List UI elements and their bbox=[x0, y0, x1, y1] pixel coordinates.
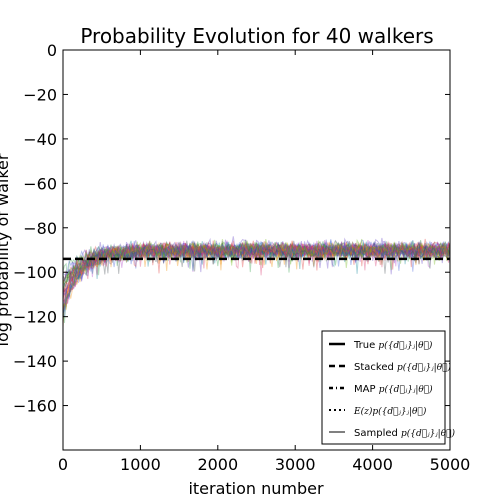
x-axis-label: iteration number bbox=[188, 479, 324, 498]
y-tick-label: −120 bbox=[13, 308, 57, 327]
walker-trace bbox=[63, 240, 450, 296]
legend-math: p({d⃗ⱼ}ⱼ|θ⃗) bbox=[401, 428, 455, 439]
y-tick-label: −40 bbox=[23, 130, 57, 149]
walker-trace bbox=[63, 242, 450, 285]
walker-trace bbox=[63, 241, 450, 319]
walker-trace bbox=[63, 242, 450, 280]
legend: True p({d⃗ⱼ}ⱼ|θ⃗)Stacked p({d⃗ⱼ}ⱼ|θ⃗)MAP… bbox=[321, 330, 456, 445]
walker-trace bbox=[63, 240, 450, 283]
walker-trace bbox=[63, 242, 450, 300]
y-tick-label: −140 bbox=[13, 352, 57, 371]
x-tick-label: 4000 bbox=[352, 455, 393, 474]
walker-trace bbox=[63, 240, 450, 318]
walker-trace bbox=[63, 242, 450, 314]
legend-entry: Stacked p({d⃗ⱼ}ⱼ|θ⃗) bbox=[354, 362, 452, 373]
walker-trace bbox=[63, 242, 450, 309]
x-tick-label: 3000 bbox=[275, 455, 316, 474]
legend-entry: True p({d⃗ⱼ}ⱼ|θ⃗) bbox=[353, 340, 433, 351]
legend-label: Stacked bbox=[354, 362, 397, 373]
walker-trace bbox=[63, 240, 450, 286]
legend-label: True bbox=[353, 340, 378, 351]
walker-trace bbox=[63, 241, 450, 309]
y-tick-label: −160 bbox=[13, 397, 57, 416]
y-tick-label: −20 bbox=[23, 85, 57, 104]
walker-trace bbox=[63, 242, 450, 305]
walker-trace bbox=[63, 241, 450, 308]
walker-trace bbox=[63, 240, 450, 315]
walker-trace bbox=[63, 239, 450, 316]
walker-trace bbox=[63, 241, 450, 294]
y-tick-label: 0 bbox=[47, 41, 57, 60]
walker-trace bbox=[63, 239, 450, 296]
x-tick-label: 2000 bbox=[197, 455, 238, 474]
legend-math: p({d⃗ⱼ}ⱼ|θ⃗) bbox=[379, 384, 433, 395]
legend-math: p({d⃗ⱼ}ⱼ|θ⃗) bbox=[397, 362, 451, 373]
chart-title: Probability Evolution for 40 walkers bbox=[80, 24, 433, 48]
walker-trace bbox=[63, 240, 450, 276]
legend-entry: E(z)p({d⃗ⱼ}ⱼ|θ⃗) bbox=[353, 406, 427, 417]
walker-trace bbox=[63, 238, 450, 285]
walker-trace bbox=[63, 240, 450, 312]
x-tick-label: 5000 bbox=[430, 455, 471, 474]
walker-trace bbox=[63, 240, 450, 302]
x-tick-label: 1000 bbox=[120, 455, 161, 474]
legend-label: Sampled bbox=[354, 428, 401, 439]
walker-trace bbox=[63, 238, 450, 310]
y-tick-label: −100 bbox=[13, 263, 57, 282]
y-tick-label: −80 bbox=[23, 219, 57, 238]
walker-trace bbox=[63, 236, 450, 287]
walker-trace bbox=[63, 242, 450, 299]
legend-entry: MAP p({d⃗ⱼ}ⱼ|θ⃗) bbox=[354, 384, 433, 395]
walker-trace bbox=[63, 240, 450, 308]
walker-trace bbox=[63, 241, 450, 291]
walker-trace bbox=[63, 240, 450, 303]
walker-trace bbox=[63, 241, 450, 323]
legend-label: MAP bbox=[354, 384, 379, 395]
y-axis-label: log probability of walker bbox=[0, 153, 12, 346]
x-tick-label: 0 bbox=[58, 455, 68, 474]
legend-entry: Sampled p({d⃗ⱼ}ⱼ|θ⃗) bbox=[354, 428, 456, 439]
walker-trace bbox=[63, 240, 450, 293]
y-tick-label: −60 bbox=[23, 174, 57, 193]
walker-trace bbox=[63, 242, 450, 315]
legend-math: E(z)p({d⃗ⱼ}ⱼ|θ⃗) bbox=[353, 406, 427, 417]
plot-frame bbox=[62, 49, 451, 451]
axis-ticks: 0 1000 2000 3000 4000 5000 0 −20 −40 −60 −80 −100 −1… bbox=[13, 41, 470, 474]
walker-trace bbox=[63, 243, 450, 283]
walker-trace bbox=[63, 241, 450, 282]
walker-trace bbox=[63, 241, 450, 296]
walker-traces bbox=[63, 236, 450, 328]
legend-math: p({d⃗ⱼ}ⱼ|θ⃗) bbox=[378, 340, 432, 351]
walker-trace bbox=[63, 239, 450, 293]
